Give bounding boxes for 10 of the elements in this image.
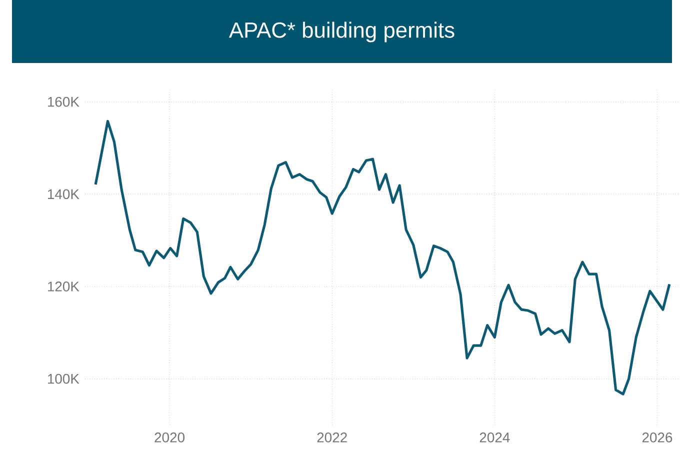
y-tick-label: 160K [48,96,80,107]
line-series [94,120,671,396]
x-tick-label: 2026 [642,432,672,442]
x-tick-label: 2020 [154,432,185,442]
x-tick-label: 2022 [317,432,347,442]
x-tick-label: 2024 [480,432,510,442]
y-tick-label: 120K [48,282,80,292]
chart-title: APAC* building permits [228,22,454,42]
y-tick-label: 140K [48,189,80,200]
y-tick-label: 100K [48,374,80,384]
